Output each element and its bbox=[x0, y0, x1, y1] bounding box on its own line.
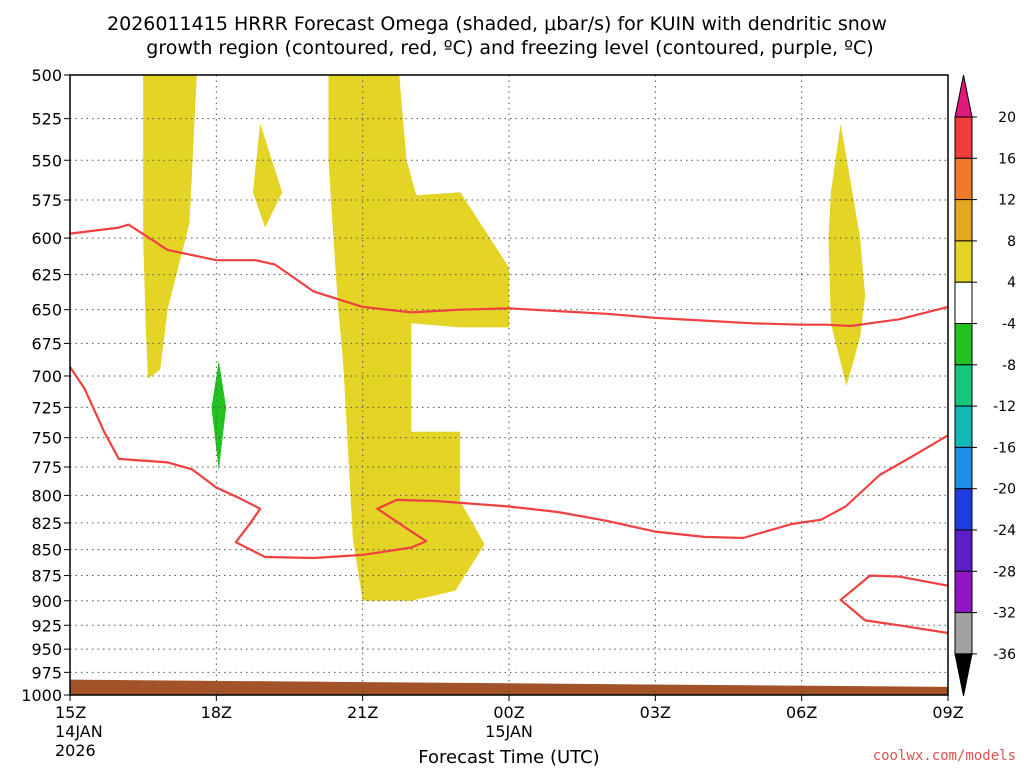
colorbar-label-1: 16 bbox=[998, 151, 1016, 167]
colorbar-bottom-arrow bbox=[954, 653, 973, 696]
y-tick-label-625: 625 bbox=[31, 266, 62, 285]
colorbar-bin-4 bbox=[954, 281, 973, 325]
chart-title-line1: 2026011415 HRRR Forecast Omega (shaded, … bbox=[107, 13, 887, 35]
y-tick-label-850: 850 bbox=[31, 541, 62, 560]
x-tick-label-06Z: 06Z bbox=[786, 703, 817, 722]
colorbar-bin-12 bbox=[954, 612, 973, 655]
y-tick-label-800: 800 bbox=[31, 486, 62, 505]
y-tick-label-775: 775 bbox=[31, 458, 62, 477]
x-tick-label-15Z: 15Z bbox=[55, 703, 86, 722]
y-tick-label-975: 975 bbox=[31, 663, 62, 682]
x-tick-label-09Z: 09Z bbox=[932, 703, 963, 722]
colorbar-bin-0 bbox=[954, 116, 973, 159]
y-tick-label-1000: 1000 bbox=[21, 686, 62, 705]
y-tick-label-825: 825 bbox=[31, 514, 62, 533]
y-tick-label-900: 900 bbox=[31, 592, 62, 611]
colorbar-label-5: -4 bbox=[1002, 317, 1016, 333]
x-axis-title: Forecast Time (UTC) bbox=[418, 747, 599, 768]
colorbar-label-4: 4 bbox=[1007, 275, 1016, 291]
colorbar-label-2: 12 bbox=[998, 193, 1016, 209]
colorbar-bin-9 bbox=[954, 488, 973, 531]
colorbar-bin-8 bbox=[954, 446, 973, 490]
colorbar-label-11: -28 bbox=[993, 564, 1016, 580]
omega-region-2 bbox=[328, 75, 509, 601]
y-tick-label-925: 925 bbox=[31, 616, 62, 635]
y-tick-label-525: 525 bbox=[31, 110, 62, 129]
y-tick-label-500: 500 bbox=[31, 66, 62, 85]
y-tick-label-950: 950 bbox=[31, 640, 62, 659]
chart-title-line2: growth region (contoured, red, ºC) and f… bbox=[146, 37, 873, 59]
colorbar-bin-10 bbox=[954, 529, 973, 572]
dgz-contours bbox=[69, 223, 949, 635]
terrain-fill bbox=[70, 679, 948, 695]
y-tick-label-750: 750 bbox=[31, 429, 62, 448]
y-tick-label-725: 725 bbox=[31, 398, 62, 417]
colorbar-bin-7 bbox=[954, 405, 973, 448]
omega-region-4 bbox=[211, 360, 227, 471]
y-axis: 500 525 550 575 600 625 650 675 700 725 750 775 800 8… bbox=[21, 66, 70, 705]
colorbar-bin-2 bbox=[954, 199, 973, 242]
omega-region-3 bbox=[828, 123, 866, 387]
y-tick-label-600: 600 bbox=[31, 229, 62, 248]
y-tick-label-875: 875 bbox=[31, 567, 62, 586]
colorbar-bin-6 bbox=[954, 364, 973, 407]
omega-region-0 bbox=[143, 75, 197, 379]
x-tick-year-15Z: 2026 bbox=[55, 741, 96, 760]
y-tick-label-550: 550 bbox=[31, 151, 62, 170]
x-tick-date-00Z: 15JAN bbox=[485, 722, 533, 741]
colorbar-top-arrow bbox=[954, 74, 973, 118]
colorbar-label-7: -12 bbox=[993, 399, 1016, 415]
y-tick-label-575: 575 bbox=[31, 191, 62, 210]
x-tick-label-00Z: 00Z bbox=[493, 703, 524, 722]
colorbar-bin-5 bbox=[954, 323, 973, 366]
dgz-contour-0 bbox=[69, 223, 949, 328]
credit-text: coolwx.com/models bbox=[873, 748, 1016, 764]
colorbar-bin-3 bbox=[954, 240, 973, 283]
colorbar: 20 16 12 8 4 -4 -8 -12 -16 -20 -24 -28 -32 -36 bbox=[954, 74, 1016, 696]
colorbar-label-12: -32 bbox=[993, 606, 1016, 622]
colorbar-bin-11 bbox=[954, 570, 973, 614]
colorbar-label-0: 20 bbox=[998, 110, 1016, 126]
colorbar-bin-1 bbox=[954, 157, 973, 201]
dgz-contour-1 bbox=[69, 366, 949, 560]
x-tick-label-21Z: 21Z bbox=[347, 703, 378, 722]
omega-region-1 bbox=[252, 123, 283, 228]
colorbar-label-10: -24 bbox=[993, 523, 1016, 539]
plot-frame bbox=[69, 74, 949, 696]
y-tick-label-700: 700 bbox=[31, 367, 62, 386]
x-tick-label-03Z: 03Z bbox=[640, 703, 671, 722]
colorbar-label-9: -20 bbox=[993, 482, 1016, 498]
x-tick-date-15Z: 14JAN bbox=[55, 722, 103, 741]
colorbar-label-13: -36 bbox=[993, 647, 1016, 663]
grid-lines bbox=[70, 75, 948, 695]
y-tick-label-650: 650 bbox=[31, 301, 62, 320]
y-tick-label-675: 675 bbox=[31, 334, 62, 353]
plot-area bbox=[70, 75, 948, 695]
colorbar-label-8: -16 bbox=[993, 440, 1016, 456]
colorbar-label-3: 8 bbox=[1007, 234, 1016, 250]
colorbar-label-6: -8 bbox=[1002, 358, 1016, 374]
dgz-contour-2 bbox=[839, 574, 949, 635]
x-tick-label-18Z: 18Z bbox=[201, 703, 232, 722]
